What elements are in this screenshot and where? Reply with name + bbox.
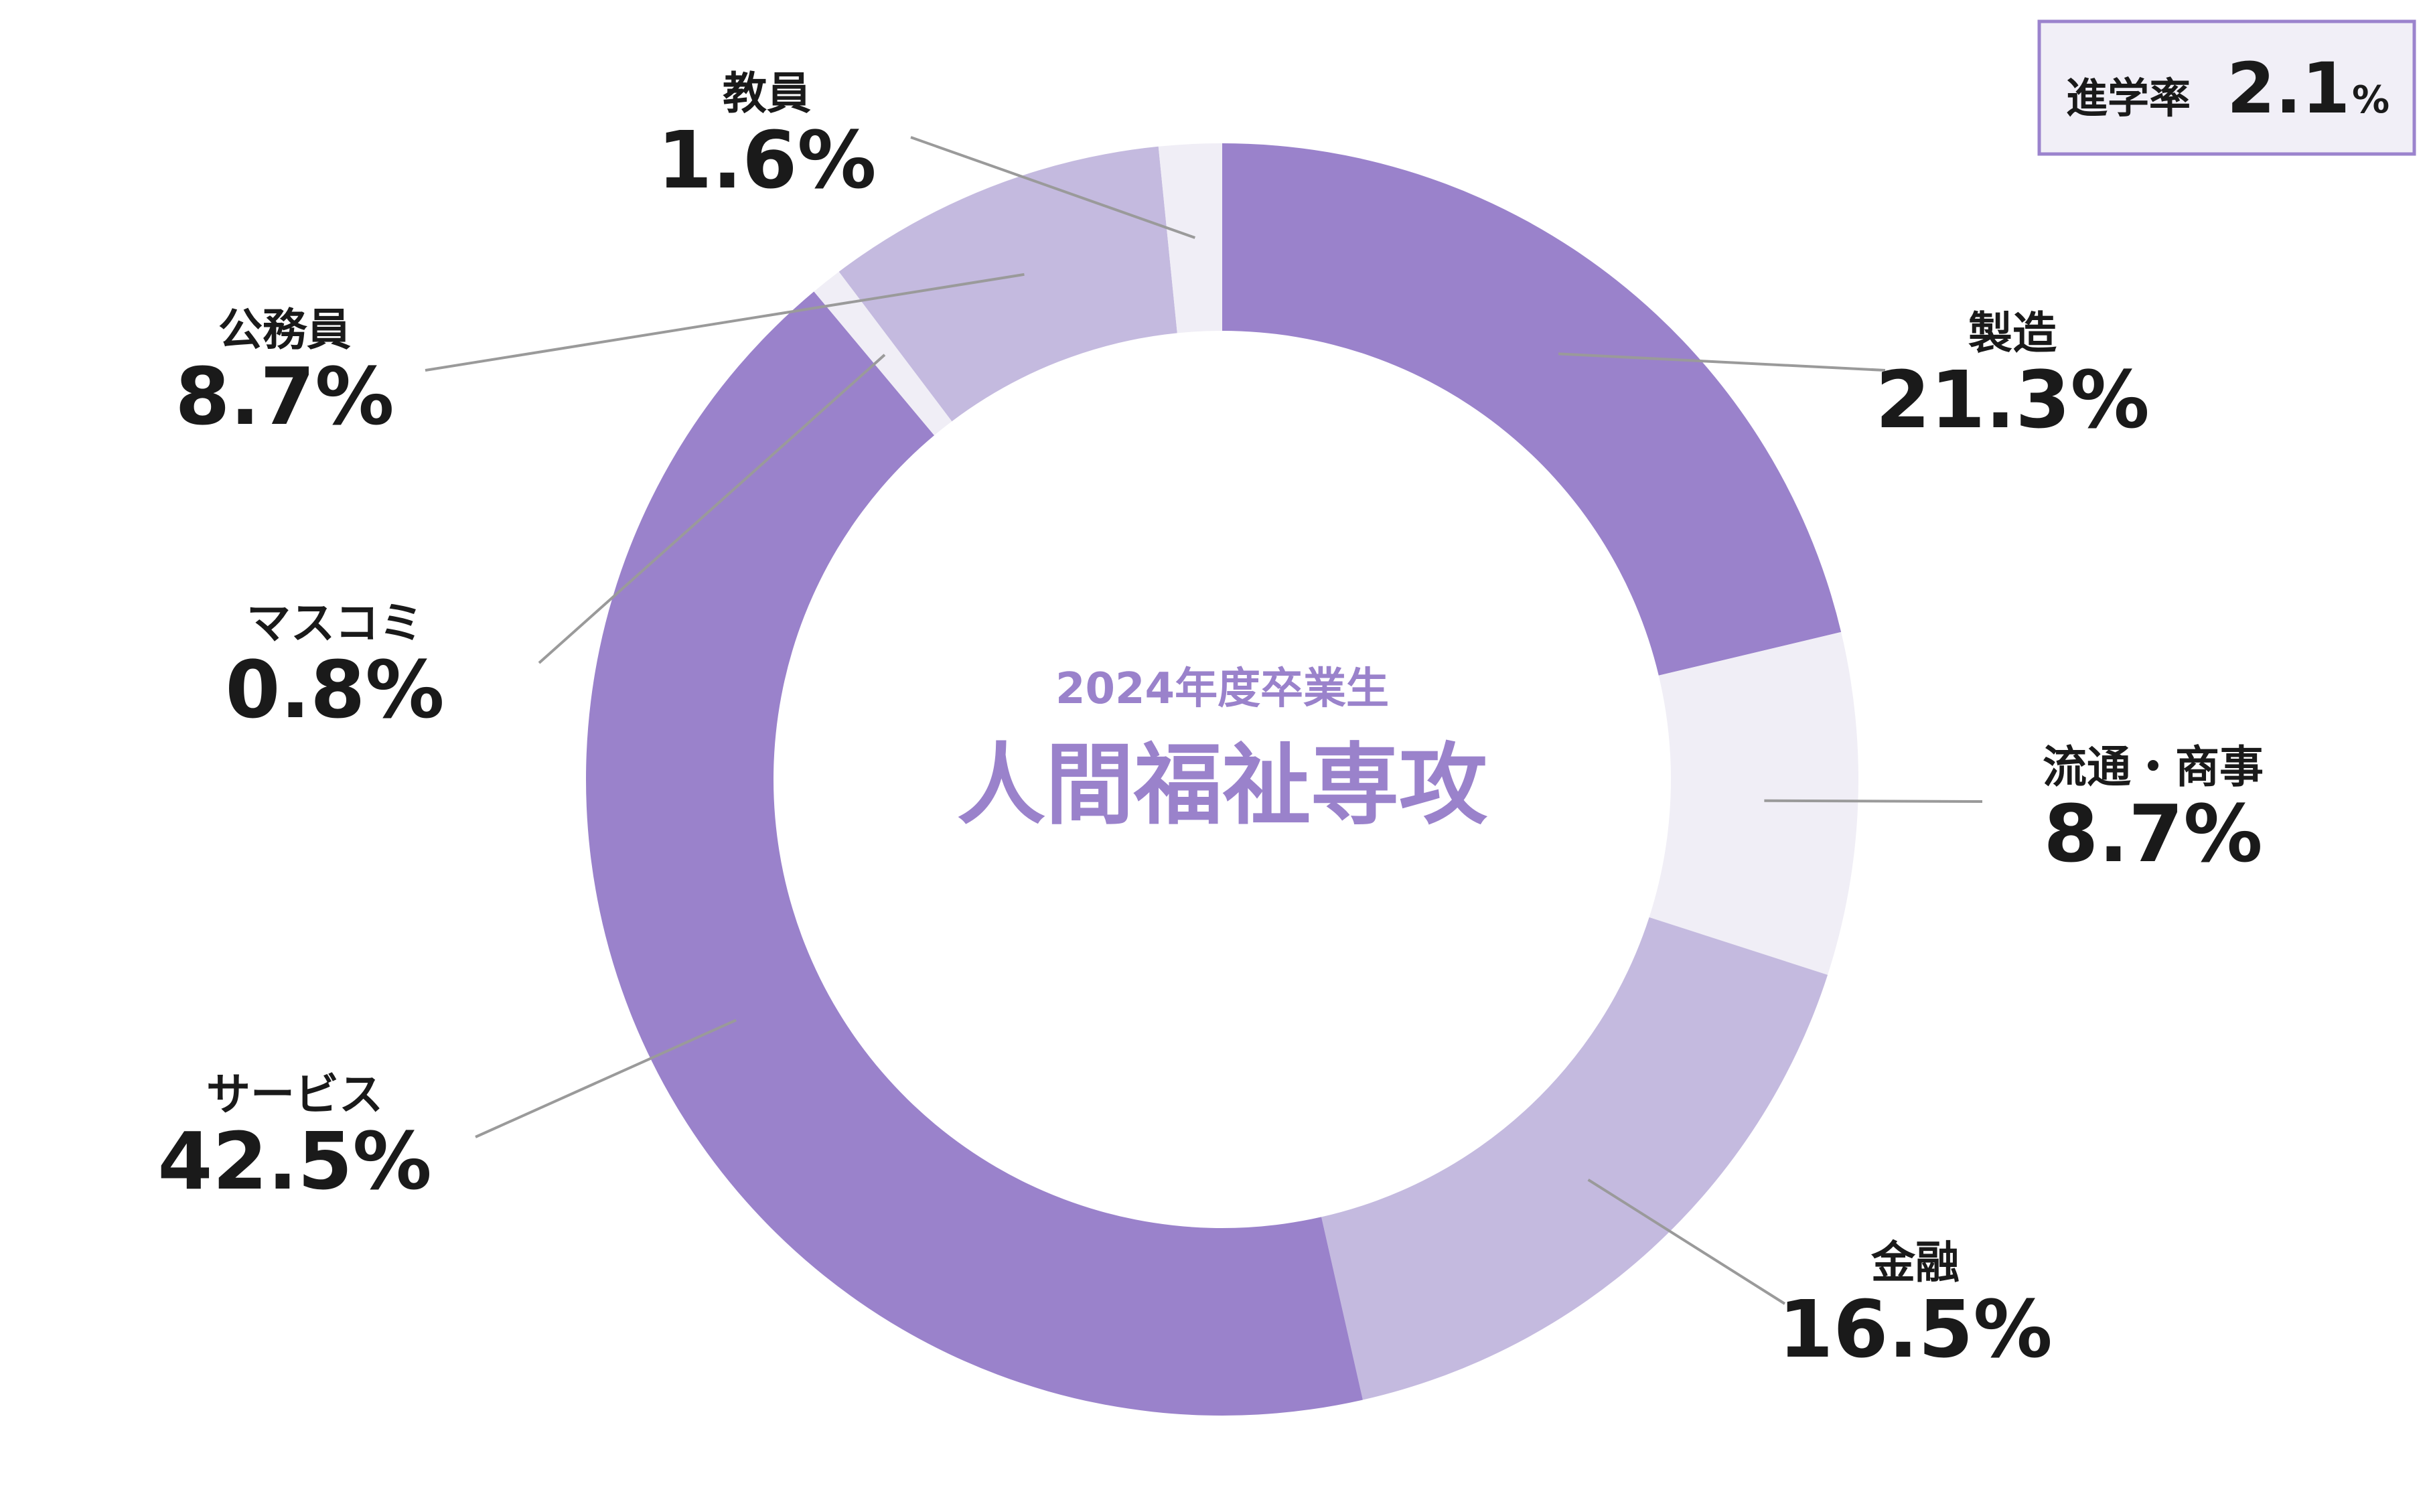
donut-slice [1321, 917, 1828, 1400]
slice-label-value: 8.7% [2043, 787, 2262, 880]
slice-label-value: 21.3% [1875, 354, 2149, 446]
donut-slice [1649, 631, 1858, 975]
donut-slice [814, 271, 952, 436]
slice-label-value: 8.7% [175, 350, 394, 443]
leader-line [1764, 799, 1983, 803]
leader-line [538, 354, 886, 664]
slice-label-name: 公務員 [218, 304, 351, 356]
slice-label-name: 製造 [1968, 307, 2057, 359]
leader-line [1587, 1179, 1786, 1305]
badge-value: 2.1 [2227, 48, 2350, 129]
slice-label-value: 0.8% [225, 644, 444, 736]
donut-slice [1222, 143, 1842, 676]
leader-line [475, 1018, 737, 1138]
leader-line [425, 273, 1025, 372]
center-title: 人間福祉専攻 [957, 734, 1488, 837]
slice-label-name: サービス [206, 1069, 383, 1120]
donut-slices [585, 143, 1858, 1416]
slice-label-value: 42.5% [157, 1115, 431, 1207]
center-subtitle: 2024年度卒業生 [1055, 664, 1389, 714]
leader-line [910, 136, 1196, 239]
slice-label-name: マスコミ [246, 597, 423, 649]
badge-label: 進学率 [2066, 74, 2191, 123]
slice-label-value: 1.6% [657, 114, 876, 206]
donut-slice [1158, 143, 1222, 333]
slice-label-name: 流通・商事 [2043, 741, 2264, 793]
slice-labels: 製造21.3%流通・商事8.7%金融16.5%サービス42.5%マスコミ0.8%… [157, 68, 2264, 1375]
slice-label-name: 教員 [723, 68, 811, 119]
slice-label-value: 16.5% [1778, 1283, 2052, 1375]
badge-unit: % [2352, 78, 2389, 122]
donut-slice [585, 291, 1363, 1416]
slice-label-name: 金融 [1870, 1237, 1960, 1288]
leader-line [1558, 352, 1886, 372]
advancement-rate-badge: 進学率 2.1 % [2037, 19, 2416, 156]
donut-slice [838, 146, 1177, 422]
leader-lines [425, 136, 1983, 1305]
badge-box [2037, 19, 2416, 156]
